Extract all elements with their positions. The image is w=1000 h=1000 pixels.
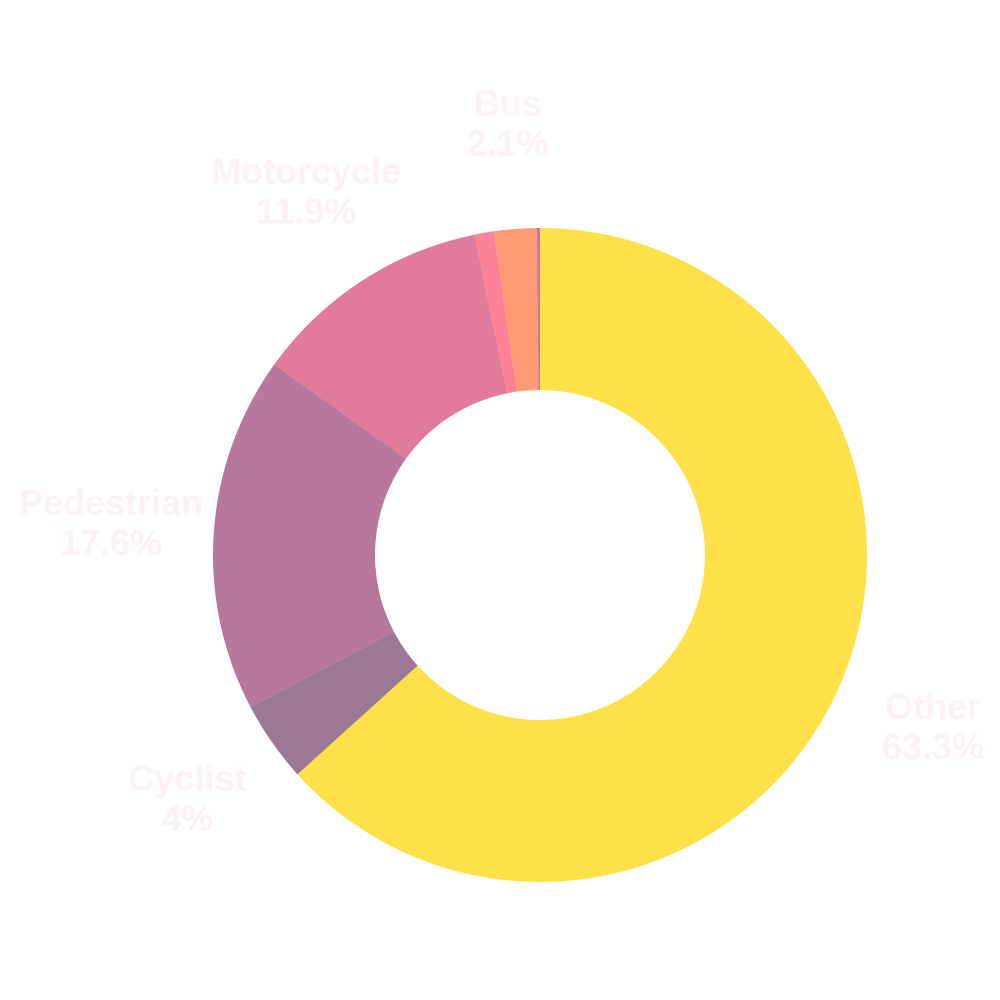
donut-segment bbox=[212, 364, 406, 708]
donut-segment bbox=[274, 234, 508, 459]
segment-label: Motorcycle bbox=[211, 151, 401, 192]
segment-value-label: 17.6% bbox=[60, 522, 162, 563]
donut-segment bbox=[250, 631, 418, 775]
segment-label: Cyclist bbox=[128, 758, 246, 799]
segment-label: Bus bbox=[474, 83, 542, 124]
donut-segment bbox=[297, 228, 867, 882]
donut-segment bbox=[493, 228, 539, 392]
donut-segment bbox=[536, 228, 540, 391]
segment-value-label: 11.9% bbox=[256, 191, 356, 232]
segment-value-label: 2.1% bbox=[467, 123, 549, 164]
segment-value-label: 63.3% bbox=[882, 726, 984, 767]
segment-value-label: 4% bbox=[161, 798, 213, 839]
donut-segment bbox=[474, 231, 517, 394]
segment-label: Other bbox=[885, 686, 981, 727]
segment-label: Pedestrian bbox=[19, 482, 203, 523]
